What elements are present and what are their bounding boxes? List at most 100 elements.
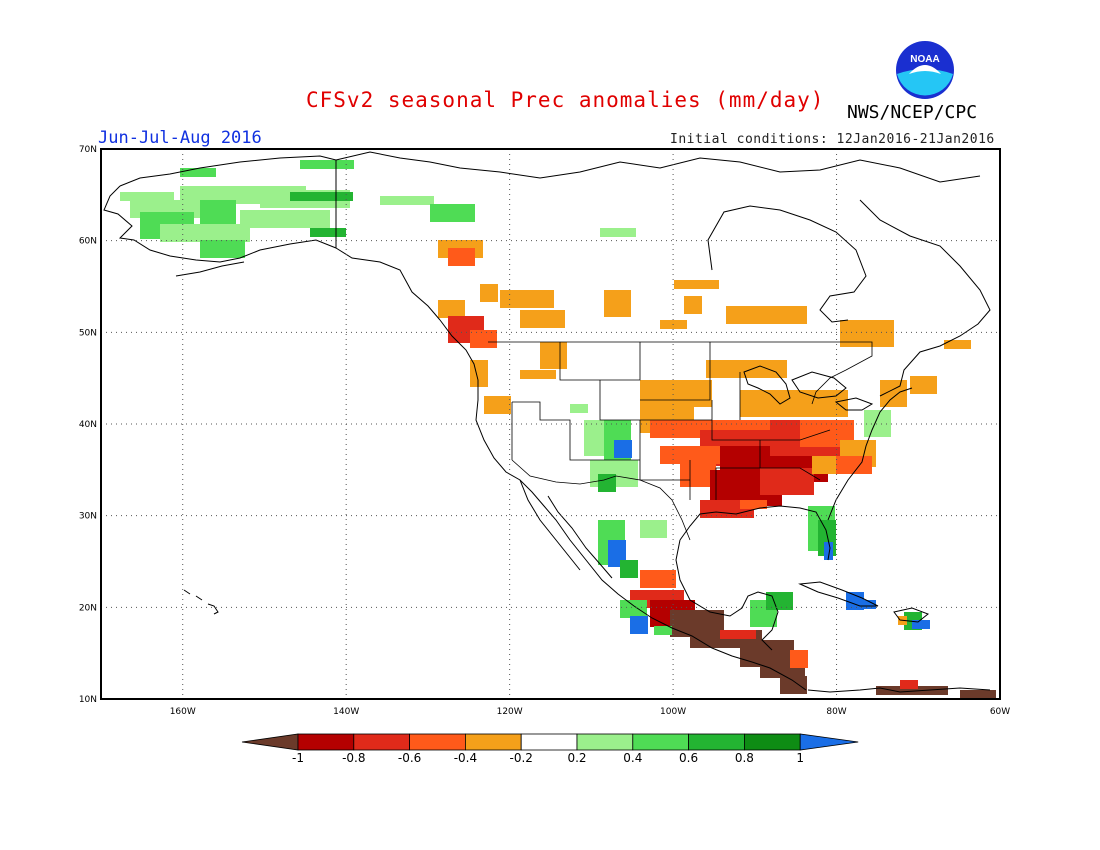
anomaly-cell xyxy=(760,360,769,369)
anomaly-cell xyxy=(719,479,728,488)
anomaly-cell xyxy=(821,456,830,465)
anomaly-cell xyxy=(638,609,647,618)
anomaly-cell xyxy=(243,186,252,195)
anomaly-cell xyxy=(529,370,538,379)
anomaly-cell xyxy=(200,218,209,227)
anomaly-cell xyxy=(688,610,697,619)
anomaly-cell xyxy=(659,429,668,438)
anomaly-cell xyxy=(545,299,554,308)
anomaly-cell xyxy=(407,196,416,205)
anomaly-cell xyxy=(604,290,613,299)
anomaly-cell xyxy=(987,690,996,699)
anomaly-cell xyxy=(549,351,558,360)
anomaly-cell xyxy=(607,520,616,529)
colorbar: -1 -0.8 -0.6 -0.4 -0.2 0.2 0.4 0.6 0.8 1 xyxy=(241,733,859,765)
anomaly-cell xyxy=(845,429,854,438)
anomaly-cell xyxy=(556,310,565,319)
anomaly-cell xyxy=(798,676,807,685)
anomaly-cell xyxy=(649,570,658,579)
anomaly-cell xyxy=(488,339,497,348)
anomaly-cell xyxy=(736,439,745,448)
colorbar-label: 0.6 xyxy=(679,751,698,765)
anomaly-cell xyxy=(234,186,243,195)
anomaly-cell xyxy=(466,316,475,325)
anomaly-cell xyxy=(156,192,165,201)
anomaly-cell xyxy=(749,390,758,399)
anomaly-cell xyxy=(912,620,921,629)
anomaly-cell xyxy=(590,460,599,469)
anomaly-cell xyxy=(858,329,867,338)
anomaly-cell xyxy=(849,329,858,338)
anomaly-cell xyxy=(836,420,845,429)
anomaly-cell xyxy=(788,429,797,438)
anomaly-cell xyxy=(864,419,873,428)
anomaly-cell xyxy=(650,420,659,429)
anomaly-cell xyxy=(787,669,796,678)
anomaly-cell xyxy=(727,500,736,509)
anomaly-cell xyxy=(267,219,276,228)
anomaly-cell xyxy=(821,399,830,408)
anomaly-cell xyxy=(740,399,749,408)
anomaly-cell xyxy=(448,316,457,325)
anomaly-cell xyxy=(700,430,709,439)
anomaly-cell xyxy=(693,305,702,314)
anomaly-cell xyxy=(335,192,344,201)
anomaly-cell xyxy=(658,570,667,579)
anomaly-cell xyxy=(620,460,629,469)
anomaly-cell xyxy=(677,429,686,438)
anomaly-cell xyxy=(176,212,185,221)
anomaly-cell xyxy=(209,249,218,258)
anomaly-cell xyxy=(769,669,778,678)
anomaly-cell xyxy=(130,209,139,218)
anomaly-cell xyxy=(613,290,622,299)
anomaly-cell xyxy=(755,488,764,497)
anomaly-cell xyxy=(493,396,502,405)
anomaly-cell xyxy=(240,210,249,219)
anomaly-cell xyxy=(609,228,618,237)
anomaly-cell xyxy=(750,609,759,618)
anomaly-cell xyxy=(475,316,484,325)
anomaly-cell xyxy=(667,380,676,389)
anomaly-cell xyxy=(839,390,848,399)
anomaly-cell xyxy=(447,240,456,249)
anomaly-cell xyxy=(805,486,814,495)
anomaly-cell xyxy=(618,228,627,237)
anomaly-cell xyxy=(876,320,885,329)
anomaly-cell xyxy=(604,420,613,429)
anomaly-cell xyxy=(593,420,602,429)
anomaly-cell xyxy=(679,619,688,628)
anomaly-cell xyxy=(728,470,737,479)
anomaly-cell xyxy=(648,590,657,599)
anomaly-cell xyxy=(701,280,710,289)
anomaly-cell xyxy=(796,669,805,678)
anomaly-cell xyxy=(812,465,821,474)
anomaly-cell xyxy=(604,299,613,308)
anomaly-cell xyxy=(939,686,948,695)
anomaly-cell xyxy=(727,430,736,439)
anomaly-cell xyxy=(714,455,723,464)
lon-label: 100W xyxy=(660,707,686,717)
colorbar-label: 1 xyxy=(796,751,804,765)
anomaly-cell xyxy=(849,449,858,458)
anomaly-cell xyxy=(833,447,842,456)
anomaly-cell xyxy=(760,660,769,669)
anomaly-cell xyxy=(520,370,529,379)
anomaly-cell xyxy=(873,410,882,419)
anomaly-cell xyxy=(747,455,756,464)
anomaly-cell xyxy=(158,212,167,221)
anomaly-cell xyxy=(200,200,209,209)
anomaly-cell xyxy=(803,408,812,417)
anomaly-cell xyxy=(740,649,749,658)
anomaly-cell xyxy=(207,195,216,204)
anomaly-cell xyxy=(547,310,556,319)
anomaly-cell xyxy=(724,369,733,378)
anomaly-cell xyxy=(138,192,147,201)
colorbar-segment xyxy=(576,733,634,751)
anomaly-cell xyxy=(627,228,636,237)
anomaly-cell xyxy=(708,630,717,639)
anomaly-cell xyxy=(824,447,833,456)
anomaly-cell xyxy=(799,659,808,668)
anomaly-cell xyxy=(584,438,593,447)
anomaly-cell xyxy=(205,233,214,242)
anomaly-cell xyxy=(821,390,830,399)
